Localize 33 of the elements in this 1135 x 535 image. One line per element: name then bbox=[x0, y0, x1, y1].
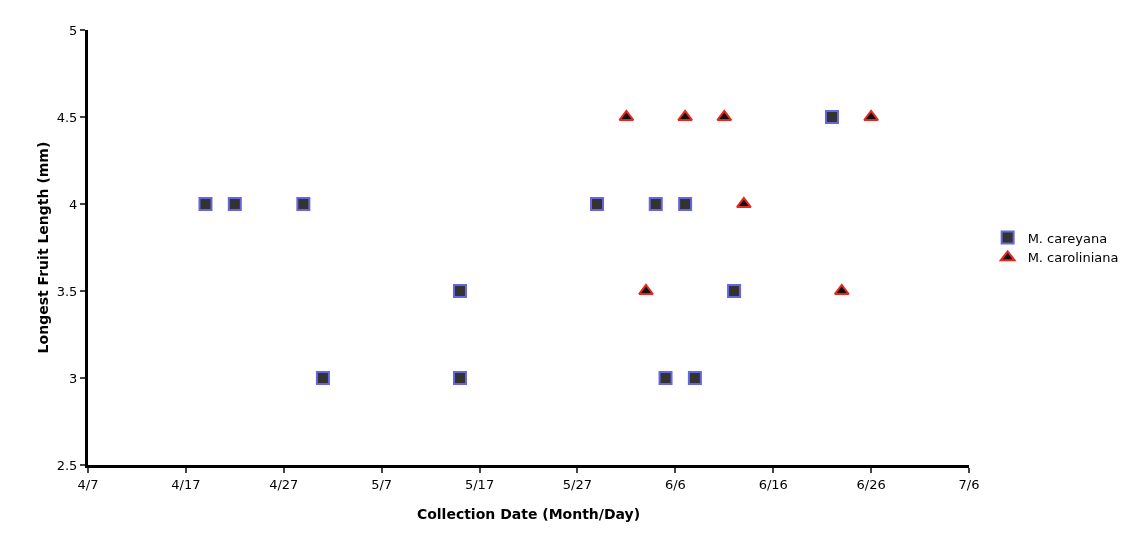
x-tick-label: 6/26 bbox=[856, 476, 886, 492]
point bbox=[198, 197, 213, 211]
point bbox=[658, 371, 673, 385]
x-axis-title: Collection Date (Month/Day) bbox=[416, 506, 641, 522]
point bbox=[687, 371, 702, 385]
point bbox=[727, 284, 742, 298]
point bbox=[678, 197, 693, 211]
x-tick-label: 4/17 bbox=[171, 476, 201, 492]
y-tick-label: 5 bbox=[69, 22, 78, 38]
point bbox=[452, 371, 467, 385]
point bbox=[296, 197, 311, 211]
point bbox=[227, 197, 242, 211]
x-tick-label: 6/16 bbox=[758, 476, 788, 492]
point bbox=[315, 371, 330, 385]
point bbox=[824, 110, 839, 124]
legend-label: M. careyana bbox=[1027, 230, 1108, 246]
point bbox=[590, 197, 605, 211]
x-tick-label: 5/17 bbox=[464, 476, 495, 492]
y-tick-label: 3 bbox=[69, 370, 78, 386]
x-tick-label: 4/27 bbox=[269, 476, 299, 492]
x-tick-label: 7/6 bbox=[958, 476, 980, 492]
x-tick-label: 5/7 bbox=[371, 476, 393, 492]
y-tick-label: 3.5 bbox=[56, 283, 78, 299]
x-tick-label: 4/7 bbox=[77, 476, 99, 492]
x-tick-label: 5/27 bbox=[562, 476, 593, 492]
x-tick-label: 6/6 bbox=[664, 476, 686, 492]
y-tick-label: 4.5 bbox=[56, 109, 78, 125]
point bbox=[452, 284, 467, 298]
y-tick-label: 2.5 bbox=[56, 457, 78, 473]
legend-label: M. caroliniana bbox=[1027, 250, 1119, 266]
point bbox=[648, 197, 663, 211]
y-axis-title: Longest Fruit Length (mm) bbox=[35, 141, 51, 354]
y-tick-label: 4 bbox=[69, 196, 78, 212]
